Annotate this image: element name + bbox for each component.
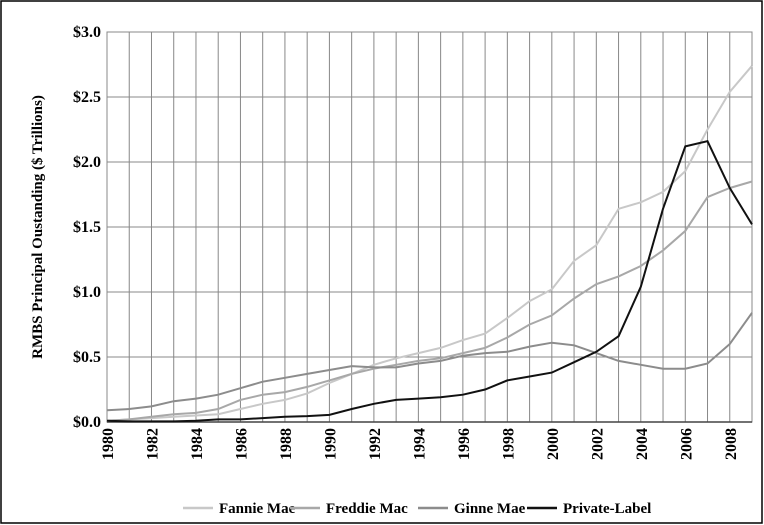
legend-label: Freddie Mac [326, 501, 408, 517]
series-line [106, 140, 753, 423]
x-tick-label: 1986 [233, 428, 250, 460]
y-tick-label: $2.0 [73, 154, 101, 171]
y-axis-label: RMBS Principal Oustanding ($ Trillions) [30, 95, 46, 359]
series-line [106, 312, 753, 412]
x-tick-label: 1992 [367, 428, 384, 460]
y-tick-label: $1.5 [73, 219, 101, 236]
x-tick-label: 1980 [100, 428, 117, 460]
y-tick-label: $1.0 [73, 284, 101, 301]
x-tick-label: 1988 [278, 428, 295, 460]
y-tick-label: $3.0 [73, 24, 101, 41]
y-tick-label: $0.0 [73, 414, 101, 431]
x-tick-label: 2004 [634, 428, 651, 460]
legend-label: Private-Label [563, 501, 651, 517]
legend-label: Fannie Mae [219, 501, 296, 517]
x-tick-label: 1994 [411, 428, 428, 460]
x-tick-label: 2000 [545, 428, 562, 460]
x-tick-label: 2008 [723, 428, 740, 460]
x-tick-label: 2006 [678, 428, 695, 460]
legend-label: Ginne Mae [454, 501, 526, 517]
y-tick-label: $2.5 [73, 89, 101, 106]
x-tick-label: 1990 [322, 428, 339, 460]
x-tick-label: 1996 [456, 428, 473, 460]
x-tick-label: 1998 [500, 428, 517, 460]
x-tick-label: 2002 [589, 428, 606, 460]
x-tick-label: 1982 [144, 428, 161, 460]
x-tick-label: 1984 [189, 428, 206, 460]
series-line [106, 65, 753, 422]
y-tick-label: $0.5 [73, 349, 101, 366]
series-line [106, 180, 753, 422]
